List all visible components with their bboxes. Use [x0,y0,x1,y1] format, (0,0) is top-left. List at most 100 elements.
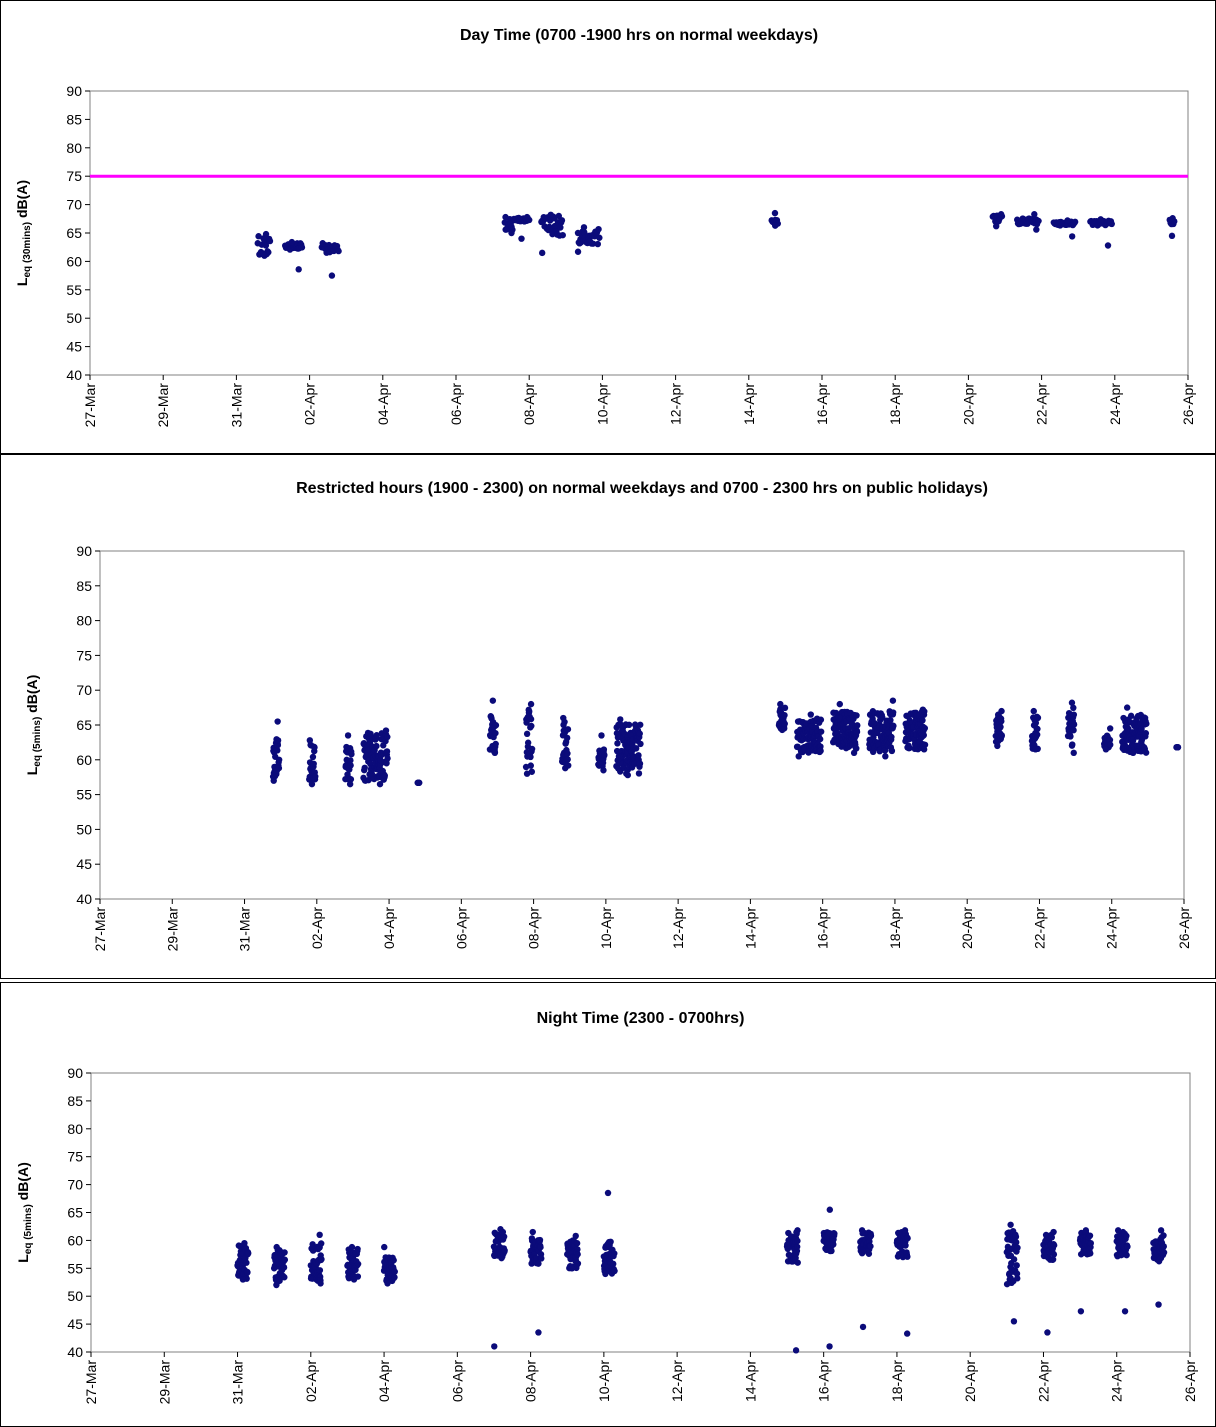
data-point [492,740,499,748]
data-point [564,756,571,763]
data-point [906,744,913,752]
data-point [1048,1234,1056,1241]
data-point [241,1239,248,1247]
data-point [275,764,283,772]
data-point [994,742,1001,750]
data-point [308,780,316,788]
data-point [255,233,262,240]
data-point [574,1251,581,1258]
data-point [1087,1250,1094,1257]
y-tick-label: 55 [67,1260,83,1276]
data-point [997,723,1004,731]
y-axis-label: Leq (5mins) dB(A) [15,1162,34,1263]
data-point [1123,1232,1130,1240]
y-tick-label: 40 [67,1344,83,1360]
data-point [354,1245,361,1253]
x-tick-label: 16-Apr [814,383,830,425]
y-tick-label: 50 [76,821,92,837]
data-point [817,747,824,755]
data-point [779,726,786,734]
data-point [632,745,640,752]
data-point [523,770,531,777]
data-point [328,272,336,279]
y-axis-label-main: L [15,1254,31,1263]
data-point [853,712,860,719]
x-tick-label: 26-Apr [1182,1360,1198,1402]
data-point [348,1243,356,1251]
x-tick-label: 26-Apr [1176,907,1192,949]
data-point [1106,736,1114,744]
data-point [573,1240,581,1247]
data-point [998,732,1006,739]
data-point [1031,211,1038,218]
data-point [600,746,608,753]
y-tick-label: 60 [66,253,82,269]
data-point [535,1329,542,1336]
data-point [1143,720,1150,727]
data-point [274,737,282,744]
data-point [547,211,554,219]
data-point [793,1243,801,1250]
data-point [415,779,422,786]
data-point [1124,1243,1131,1250]
data-point [1160,1249,1168,1256]
data-point [1114,1227,1122,1234]
data-point [528,722,535,730]
data-point [867,1243,874,1250]
data-point [879,714,886,721]
data-point [384,755,391,762]
x-tick-label: 27-Mar [82,383,98,428]
data-point [1050,1251,1058,1258]
x-tick-label: 29-Mar [155,383,171,428]
data-point [1007,1221,1014,1228]
x-tick-label: 06-Apr [448,383,464,425]
data-point [280,1264,288,1271]
data-point [920,746,928,753]
data-point [998,707,1005,715]
data-point [1034,725,1041,733]
chart-title: Night Time (2300 - 0700hrs) [537,1010,745,1027]
data-point [610,1260,617,1268]
data-point [771,209,779,217]
data-point [317,1280,324,1287]
data-point [535,1260,542,1267]
data-point [1070,749,1077,757]
data-point [262,242,270,249]
y-tick-label: 65 [67,1205,83,1221]
x-tick-label: 12-Apr [670,907,686,949]
data-point [270,777,277,784]
y-tick-label: 90 [66,83,82,99]
data-point [354,1260,362,1268]
chart-panel-restricted: Restricted hours (1900 - 2300) on normal… [0,454,1216,979]
x-tick-label: 06-Apr [449,1360,465,1402]
data-point [903,1330,911,1337]
y-axis-label: Leq (30mins) dB(A) [14,180,33,286]
data-point [807,711,814,718]
x-tick-label: 20-Apr [959,907,975,949]
data-point [384,1280,391,1287]
y-tick-label: 80 [67,1121,83,1137]
data-point [617,716,624,723]
data-point [350,1276,358,1283]
data-point [281,1274,288,1281]
x-tick-label: 14-Apr [742,907,758,949]
data-point [390,1257,397,1264]
data-point [1049,1256,1057,1263]
y-tick-label: 40 [66,367,82,383]
data-point [501,1247,508,1254]
data-point [1102,746,1110,753]
data-point [491,749,499,757]
data-point [604,1189,612,1197]
data-point [381,1243,388,1251]
data-point [382,727,390,734]
data-point [795,753,802,760]
data-point [1071,218,1079,226]
data-point [295,266,302,273]
x-tick-label: 22-Apr [1034,383,1050,425]
y-tick-label: 40 [76,891,92,907]
data-point [557,224,564,231]
data-point [312,773,319,780]
data-point [580,224,588,231]
y-tick-label: 45 [76,856,92,872]
x-tick-label: 12-Apr [668,383,684,425]
